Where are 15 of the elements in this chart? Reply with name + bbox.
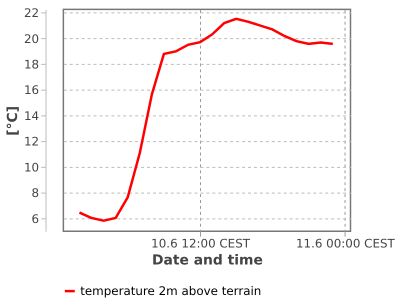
x-tick-label: 11.6 00:00 CEST	[296, 236, 396, 251]
y-tick-label: 8	[32, 186, 40, 200]
y-tick-label: 16	[24, 83, 40, 98]
x-tick-label: 10.6 12:00 CEST	[151, 236, 251, 251]
y-tick-label: 14	[24, 108, 40, 123]
line-series	[78, 18, 334, 222]
y-tick-label: 20	[24, 32, 40, 46]
y-tick-label: 10	[24, 160, 40, 174]
x-axis-title: Date and time	[152, 252, 263, 268]
legend-label: temperature 2m above terrain	[80, 284, 262, 298]
y-tick-label: 12	[24, 134, 40, 149]
y-tick-label: 22	[24, 6, 40, 20]
y-tick-label: 18	[24, 58, 40, 72]
y-tick-label: 6	[32, 212, 40, 226]
y-axis-title: [°C]	[5, 106, 22, 136]
